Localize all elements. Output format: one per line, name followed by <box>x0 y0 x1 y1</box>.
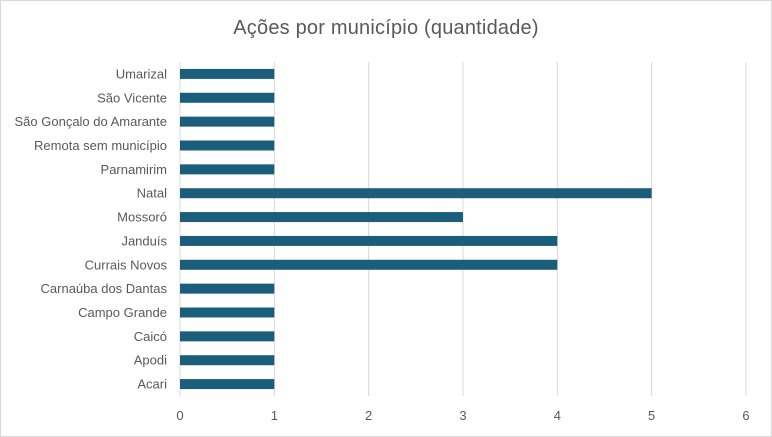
bar <box>180 164 275 175</box>
x-tick-label: 2 <box>365 408 372 423</box>
category-label: Carnaúba dos Dantas <box>41 281 168 296</box>
bar <box>180 379 275 390</box>
category-label: São Vicente <box>97 90 167 105</box>
category-label: Remota sem município <box>34 138 167 153</box>
category-label: Caicó <box>134 329 167 344</box>
x-tick-label: 4 <box>554 408 561 423</box>
bar <box>180 331 275 342</box>
bars <box>180 68 652 390</box>
bar <box>180 283 275 294</box>
value-axis-labels: 0 1 2 3 4 5 6 <box>176 408 749 423</box>
category-label: São Gonçalo do Amarante <box>15 114 168 129</box>
gridlines <box>179 62 747 396</box>
category-label: Campo Grande <box>78 305 167 320</box>
bar <box>180 116 275 127</box>
category-label: Currais Novos <box>85 257 168 272</box>
bar <box>180 92 275 103</box>
x-tick-label: 6 <box>742 408 749 423</box>
category-labels: Acari Apodi Caicó Campo Grande Carnaúba dos … <box>15 66 168 391</box>
x-tick-label: 3 <box>459 408 466 423</box>
bar <box>180 188 652 199</box>
category-label: Acari <box>137 377 167 392</box>
category-label: Mossoró <box>117 210 167 225</box>
category-label: Natal <box>137 186 167 201</box>
bar <box>180 140 275 151</box>
bar <box>180 259 558 270</box>
bar <box>180 68 275 79</box>
bar <box>180 235 558 246</box>
category-label: Parnamirim <box>101 162 167 177</box>
bar <box>180 212 463 223</box>
category-label: Umarizal <box>116 66 167 81</box>
category-label: Apodi <box>134 353 167 368</box>
x-tick-label: 0 <box>176 408 183 423</box>
chart-title: Ações por município (quantidade) <box>233 17 539 39</box>
x-tick-label: 1 <box>271 408 278 423</box>
category-label: Janduís <box>121 233 167 248</box>
bar <box>180 355 275 366</box>
x-tick-label: 5 <box>648 408 655 423</box>
bar <box>180 307 275 318</box>
